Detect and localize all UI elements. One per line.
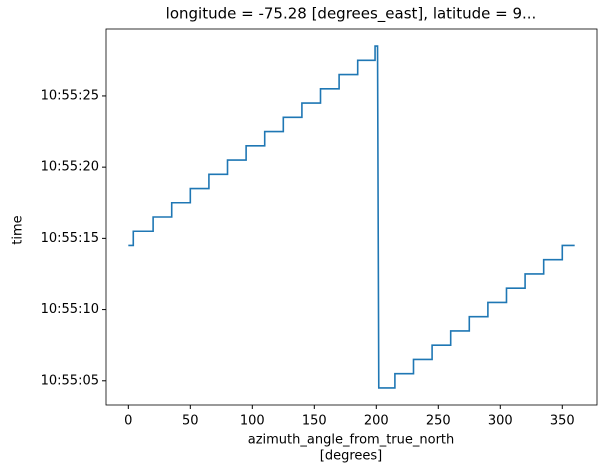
y-axis-label: time	[11, 215, 26, 244]
x-tick-label: 250	[426, 414, 451, 429]
y-tick-label: 10:55:15	[41, 231, 99, 246]
plot-frame	[105, 28, 598, 406]
x-tick-label: 300	[488, 414, 513, 429]
x-tick-label: 50	[182, 414, 199, 429]
x-axis-label: [degrees]	[320, 449, 382, 464]
x-tick-label: 200	[364, 414, 389, 429]
y-tick-label: 10:55:25	[41, 88, 99, 103]
y-tick-label: 10:55:20	[41, 160, 99, 175]
chart-title: longitude = -75.28 [degrees_east], latit…	[166, 5, 537, 24]
y-tick-label: 10:55:10	[41, 302, 99, 317]
x-tick-label: 150	[302, 414, 327, 429]
data-line	[128, 45, 575, 389]
x-tick-label: 0	[124, 414, 132, 429]
x-axis-label: azimuth_angle_from_true_north	[248, 433, 455, 448]
x-tick-label: 100	[240, 414, 265, 429]
y-tick-label: 10:55:05	[41, 373, 99, 388]
x-tick-label: 350	[550, 414, 575, 429]
